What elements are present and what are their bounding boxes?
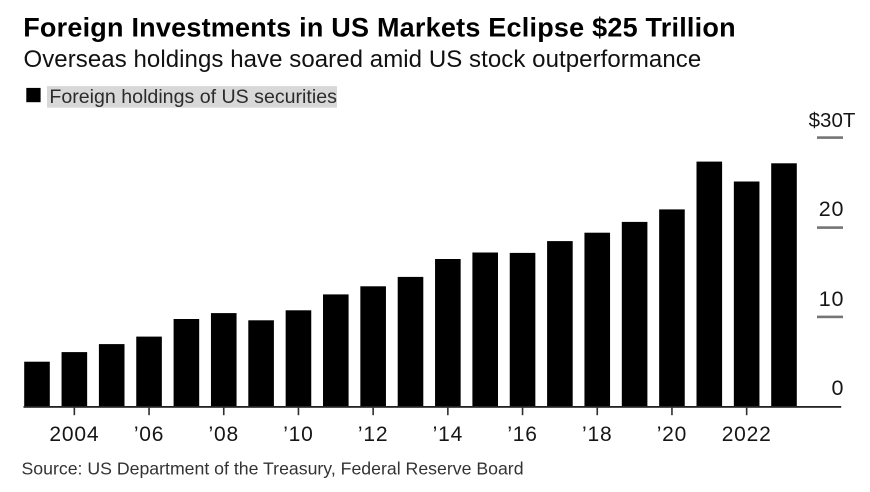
svg-text:20: 20 — [819, 197, 845, 221]
svg-text:$30T: $30T — [809, 109, 856, 132]
svg-text:’12: ’12 — [358, 423, 388, 446]
svg-text:’08: ’08 — [209, 423, 239, 446]
svg-text:’06: ’06 — [134, 423, 164, 446]
svg-text:Source: US Department of the T: Source: US Department of the Treasury, F… — [22, 459, 524, 479]
svg-text:’14: ’14 — [433, 423, 463, 446]
svg-text:’20: ’20 — [657, 423, 687, 446]
svg-text:Overseas holdings have soared: Overseas holdings have soared amid US st… — [24, 46, 702, 73]
svg-text:’16: ’16 — [507, 423, 537, 446]
svg-text:2004: 2004 — [49, 423, 99, 446]
svg-text:’18: ’18 — [582, 423, 612, 446]
svg-text:Foreign Investments in US Mark: Foreign Investments in US Markets Eclips… — [23, 12, 736, 42]
svg-text:Foreign holdings of US securit: Foreign holdings of US securities — [49, 86, 337, 108]
svg-text:2022: 2022 — [722, 423, 772, 446]
svg-text:’10: ’10 — [283, 423, 313, 446]
svg-text:0: 0 — [832, 376, 844, 400]
svg-text:10: 10 — [819, 287, 845, 311]
